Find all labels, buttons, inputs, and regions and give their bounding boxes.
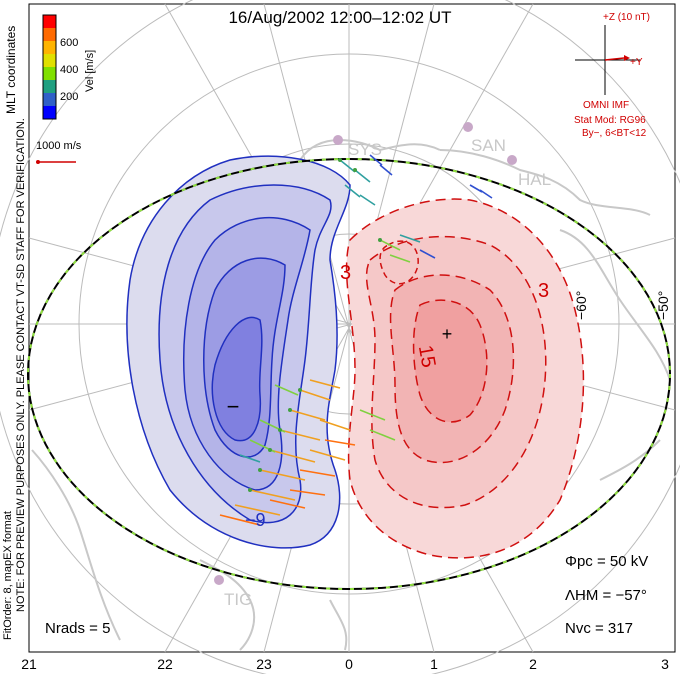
dusk-cell-minus: − bbox=[227, 394, 240, 419]
imf-model-line2: By−, 6<BT<12 bbox=[582, 128, 647, 139]
map-title: 16/Aug/2002 12:00–12:02 UT bbox=[228, 8, 452, 27]
velocity-colorbar bbox=[42, 14, 57, 120]
contour-label-15: 15 bbox=[413, 343, 440, 370]
contour-label-3b: 3 bbox=[538, 280, 550, 302]
mlt-tick-1: 1 bbox=[430, 656, 438, 672]
coastlines bbox=[31, 139, 671, 651]
velocity-vectors bbox=[219, 154, 493, 526]
mlt-tick-3: 3 bbox=[661, 656, 669, 672]
lat-label-60: −60° bbox=[573, 290, 589, 320]
mlt-tick-0: 0 bbox=[345, 656, 353, 672]
scale-vector-label: 1000 m/s bbox=[36, 140, 82, 152]
dawn-cell-plus: + bbox=[442, 324, 453, 344]
colorbar-tick-200: 200 bbox=[60, 91, 79, 103]
imf-source: OMNI IMF bbox=[583, 100, 630, 111]
dusk-convection-cell bbox=[126, 155, 351, 549]
contour-label-3a: 3 bbox=[340, 262, 352, 284]
station-label-tig: TIG bbox=[224, 590, 253, 609]
lat-label-50: −50° bbox=[655, 290, 671, 320]
mlt-tick-2: 2 bbox=[529, 656, 537, 672]
imf-y-label: +Y bbox=[630, 57, 643, 68]
imf-clock bbox=[575, 25, 640, 95]
mlt-tick-23: 23 bbox=[256, 656, 272, 672]
colorbar-tick-600: 600 bbox=[60, 37, 79, 49]
hm-boundary-overlay bbox=[27, 158, 671, 590]
contour-label-minus-9: −9 bbox=[245, 510, 266, 530]
colorbar-label: Vel [m/s] bbox=[84, 49, 96, 92]
coordinates-label: MLT coordinates bbox=[4, 25, 18, 114]
station-label-sys: SYS bbox=[348, 140, 383, 159]
stat-hm-latitude: ΛHM = −57° bbox=[565, 587, 647, 604]
dawn-convection-cell bbox=[345, 198, 585, 559]
stat-n-vectors: Nvc = 317 bbox=[565, 620, 633, 637]
mlt-tick-22: 22 bbox=[157, 656, 173, 672]
colorbar-tick-400: 400 bbox=[60, 64, 79, 76]
imf-z-label: +Z (10 nT) bbox=[603, 12, 650, 23]
fit-order-note: FitOrder: 8, mapEX format bbox=[2, 511, 14, 640]
imf-model-line1: Stat Mod: RG96 bbox=[574, 115, 646, 126]
station-label-san: SAN bbox=[471, 136, 506, 155]
station-markers bbox=[214, 122, 517, 585]
stat-n-radars: Nrads = 5 bbox=[45, 620, 111, 637]
preview-note: NOTE: FOR PREVIEW PURPOSES ONLY. PLEASE … bbox=[15, 118, 27, 612]
mlt-tick-21: 21 bbox=[21, 656, 37, 672]
station-label-hal: HAL bbox=[518, 170, 552, 189]
stat-potential: Φpc = 50 kV bbox=[565, 553, 649, 570]
scale-vector bbox=[36, 160, 76, 164]
